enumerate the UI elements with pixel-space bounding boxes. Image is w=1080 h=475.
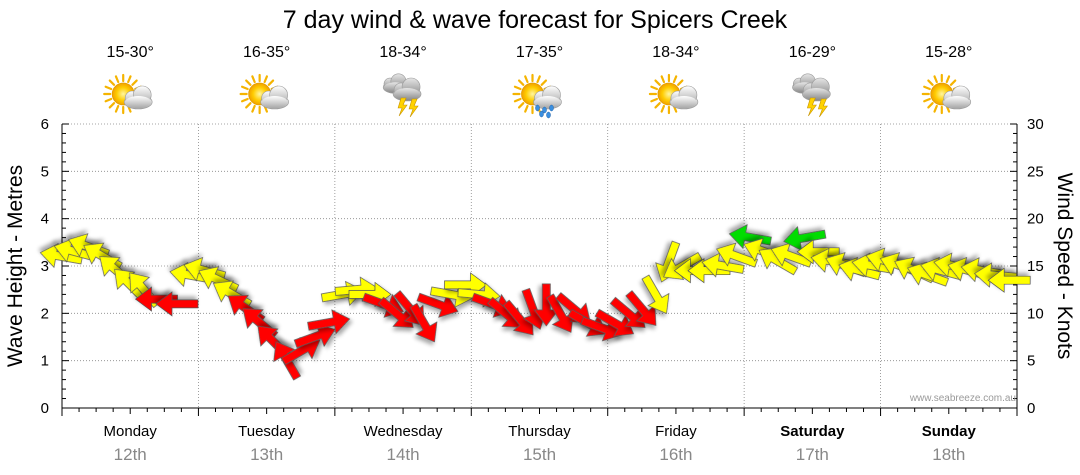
y-right-tick-label: 10 (1027, 305, 1044, 322)
wind-arrow-shape (701, 252, 745, 278)
day-name-label: Monday (104, 423, 158, 440)
wind-arrow (155, 291, 199, 317)
day-name-label: Wednesday (364, 423, 443, 440)
y-axis-right-label: Wind Speed - Knots (1053, 173, 1076, 360)
sun-cloud-icon (103, 73, 153, 115)
temperature-label: 16-35° (243, 44, 290, 61)
y-right-tick-label: 20 (1027, 211, 1044, 228)
day-date-label: 13th (250, 445, 283, 464)
y-right-tick-label: 5 (1027, 353, 1035, 370)
wind-arrow-shape (409, 303, 438, 343)
day-date-label: 14th (387, 445, 420, 464)
temperature-row: 15-30° 16-35° 18-34° 17-35° 18-34° 16-29° 15-2… (107, 44, 973, 61)
y-right-tick-label: 30 (1027, 116, 1044, 133)
y-left-tick-label: 6 (41, 116, 49, 133)
weather-icon-row (103, 73, 972, 119)
wind-arrow (641, 274, 670, 314)
wind-arrow-shape (134, 286, 178, 312)
wind-arrow-shape (758, 247, 798, 276)
sun-rain-icon (512, 73, 562, 119)
wind-arrow (594, 308, 635, 337)
grid-lines (62, 123, 1017, 408)
wind-arrow-shape (783, 226, 827, 252)
wind-arrow (758, 247, 798, 276)
wind-arrow (409, 303, 438, 343)
wind-arrow-shape (594, 308, 635, 337)
storm-cloud-icon (382, 73, 422, 118)
wind-arrow (609, 296, 646, 328)
temperature-label: 17-35° (516, 44, 563, 61)
day-name-label: Friday (655, 423, 697, 440)
temperature-label: 18-34° (652, 44, 699, 61)
wind-arrow (987, 267, 1031, 293)
wind-arrow (416, 292, 459, 318)
y-left-tick-label: 2 (41, 305, 49, 322)
y-left-tick-label: 0 (41, 400, 49, 417)
wind-arrow (134, 286, 178, 312)
sun-cloud-icon (648, 73, 699, 115)
day-date-label: 15th (523, 445, 556, 464)
y-left-tick-label: 3 (41, 258, 49, 275)
day-name-label: Sunday (922, 423, 977, 440)
wind-arrow-shape (641, 274, 670, 314)
wind-arrow (546, 293, 574, 333)
wind-arrow (783, 226, 827, 252)
day-date-label: 17th (796, 445, 829, 464)
wind-arrow-shape (293, 323, 336, 349)
wind-arrow (625, 290, 657, 326)
wind-arrow-shape (533, 283, 559, 327)
wind-arrow-shape (625, 290, 657, 326)
y-left-tick-label: 4 (41, 211, 49, 228)
wind-arrow-shape (987, 267, 1031, 293)
temperature-label: 15-28° (925, 44, 972, 61)
day-date-label: 18th (932, 445, 965, 464)
day-name-label: Thursday (508, 423, 571, 440)
credit-text: www.seabreeze.com.au (909, 393, 1016, 404)
wind-arrow (377, 296, 414, 328)
storm-cloud-icon (792, 73, 831, 118)
wind-arrows (39, 224, 1031, 381)
y-axis-left-label: Wave Height - Metres (4, 165, 27, 367)
wind-arrow-shape (609, 296, 646, 328)
y-left-tick-label: 1 (41, 353, 49, 370)
y-right-tick-label: 0 (1027, 400, 1035, 417)
temperature-label: 16-29° (789, 44, 836, 61)
wind-arrow-shape (416, 292, 459, 318)
day-labels: Monday 12th Tuesday 13th Wednesday 14th Thursd… (104, 423, 977, 464)
y-right-tick-label: 15 (1027, 258, 1044, 275)
wind-arrow (307, 309, 351, 335)
wind-arrow-shape (377, 296, 414, 328)
sun-cloud-icon (239, 73, 289, 115)
day-name-label: Saturday (780, 423, 845, 440)
sun-cloud-icon (921, 73, 972, 115)
y-left-tick-label: 5 (41, 163, 49, 180)
chart-title: 7 day wind & wave forecast for Spicers C… (283, 6, 788, 34)
day-name-label: Tuesday (238, 423, 295, 440)
wind-arrow (533, 283, 559, 327)
wind-arrow (701, 252, 745, 278)
wind-arrow-shape (155, 291, 199, 317)
wind-arrow-shape (546, 293, 574, 333)
y-right-tick-label: 25 (1027, 163, 1044, 180)
temperature-label: 18-34° (379, 44, 426, 61)
day-date-label: 12th (114, 445, 147, 464)
wind-arrow-shape (307, 309, 351, 335)
day-date-label: 16th (659, 445, 692, 464)
temperature-label: 15-30° (107, 44, 154, 61)
wind-arrow (293, 323, 336, 349)
axes: 0 1 2 3 4 5 6 0 5 10 15 20 25 30 (41, 116, 1044, 417)
